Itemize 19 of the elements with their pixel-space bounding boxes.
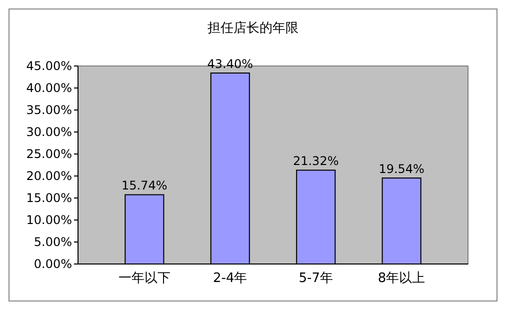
y-tick-label: 5.00% (34, 235, 72, 250)
x-tick-label: 2-4年 (213, 271, 248, 286)
y-tick-label: 25.00% (26, 147, 72, 162)
y-tick-label: 20.00% (26, 169, 72, 184)
chart-title: 担任店长的年限 (208, 20, 298, 36)
y-tick-label: 10.00% (26, 213, 72, 228)
y-tick-label: 45.00% (26, 59, 72, 74)
y-tick-label: 15.00% (26, 191, 72, 206)
y-tick-label: 35.00% (26, 103, 72, 118)
x-tick-label: 5-7年 (298, 271, 333, 286)
y-tick-label: 30.00% (26, 125, 72, 140)
x-tick-label: 8年以上 (378, 271, 426, 286)
y-tick-label: 40.00% (26, 81, 72, 96)
x-tick-label: 一年以下 (118, 271, 170, 286)
data-label: 15.74% (122, 178, 168, 193)
y-tick-label: 0.00% (34, 257, 72, 272)
data-label: 43.40% (207, 57, 254, 72)
data-label: 21.32% (292, 154, 339, 168)
data-label: 19.54% (378, 162, 424, 176)
